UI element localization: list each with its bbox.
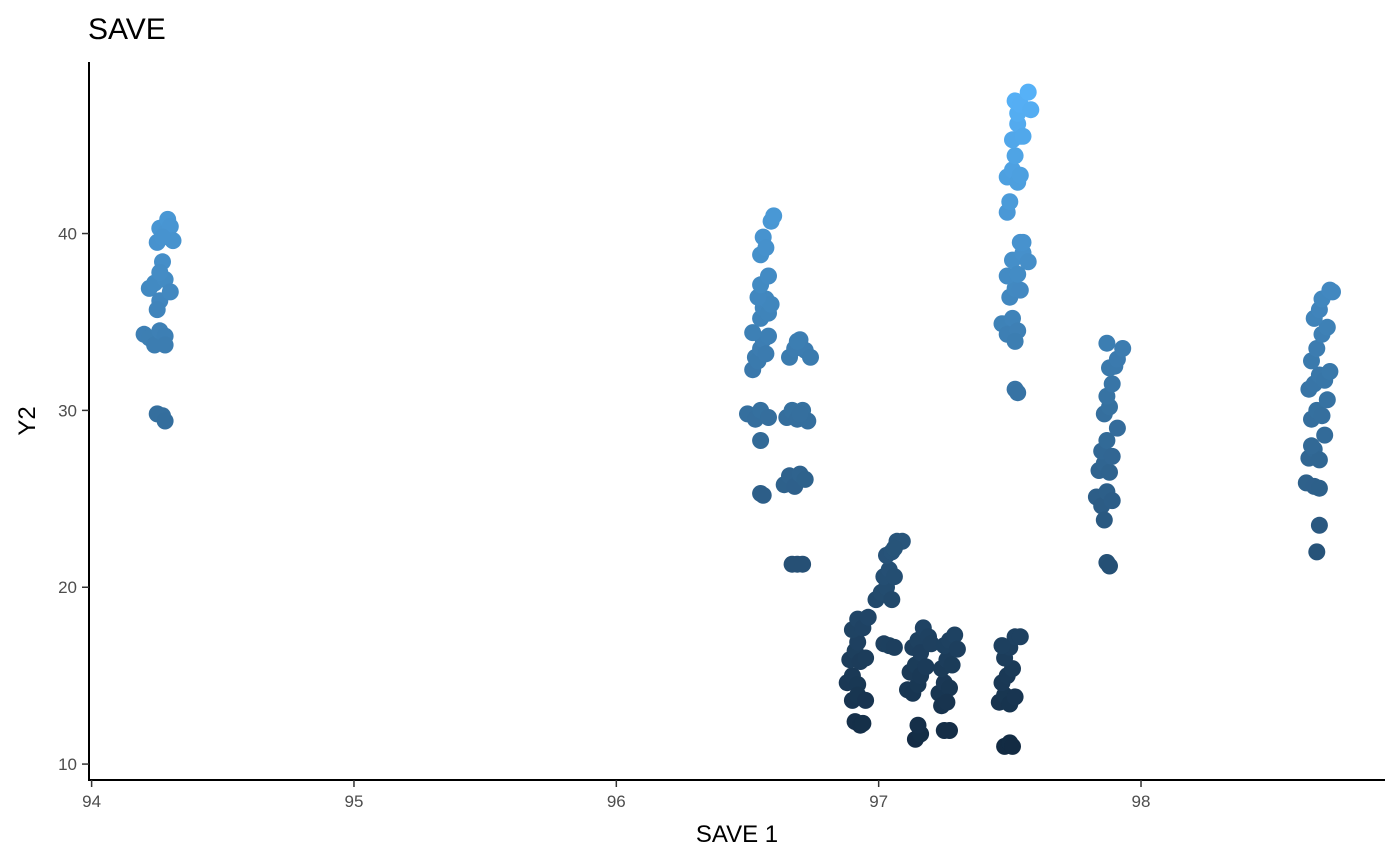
data-point — [760, 409, 777, 426]
data-point — [857, 691, 875, 709]
data-point — [1114, 340, 1132, 357]
data-point — [922, 635, 940, 653]
y-tick-label: 10 — [58, 755, 77, 774]
y-tick-label: 30 — [58, 401, 77, 420]
y-axis-ticks: 10 20 30 40 — [58, 225, 89, 774]
data-point — [156, 412, 174, 430]
x-axis-ticks: 94 95 96 97 98 — [82, 780, 1150, 811]
data-point — [1101, 557, 1118, 575]
x-tick-label: 98 — [1132, 792, 1151, 811]
x-axis-label: SAVE 1 — [696, 821, 778, 848]
y-tick-label: 40 — [58, 225, 77, 244]
data-point — [1006, 147, 1024, 165]
data-point — [794, 555, 812, 573]
y-tick-label: 20 — [58, 578, 77, 597]
data-point — [1009, 384, 1027, 402]
data-point — [1321, 363, 1339, 380]
data-point — [1103, 375, 1121, 393]
data-point — [909, 716, 927, 734]
data-point — [885, 568, 903, 586]
data-point — [760, 327, 777, 345]
data-point — [859, 608, 877, 626]
y-axis-label: Y2 — [14, 406, 41, 435]
data-point — [161, 283, 179, 301]
data-point — [1014, 127, 1032, 145]
data-point — [1098, 334, 1116, 352]
data-point — [1103, 447, 1121, 465]
data-point — [1006, 688, 1024, 706]
data-point — [1022, 101, 1040, 119]
data-point — [941, 722, 958, 739]
data-point — [1103, 492, 1121, 510]
data-point — [752, 432, 770, 449]
data-point — [1019, 83, 1037, 101]
data-point — [788, 332, 806, 350]
data-point — [757, 239, 775, 257]
data-point — [946, 626, 964, 644]
data-point — [1011, 281, 1029, 299]
data-point — [1318, 318, 1336, 336]
data-point — [760, 267, 777, 285]
data-point — [857, 649, 875, 667]
data-point — [1019, 253, 1037, 271]
data-point — [1310, 479, 1328, 497]
data-point — [1098, 432, 1116, 449]
data-point — [757, 345, 775, 363]
data-point — [744, 324, 762, 342]
data-point — [1316, 426, 1334, 444]
data-point — [1004, 737, 1021, 755]
data-point — [885, 638, 903, 656]
points-layer — [135, 83, 1341, 755]
data-point — [885, 539, 903, 557]
chart-title: SAVE — [88, 13, 166, 46]
data-point — [1313, 407, 1331, 425]
data-point — [1101, 463, 1118, 481]
data-point — [993, 637, 1011, 655]
data-point — [1308, 543, 1326, 561]
data-point — [883, 591, 901, 609]
data-point — [943, 656, 961, 674]
data-point — [1310, 451, 1328, 469]
data-point — [148, 301, 166, 319]
data-point — [154, 228, 171, 246]
data-point — [1006, 332, 1024, 350]
data-point — [802, 348, 819, 366]
data-point — [765, 207, 783, 225]
data-point — [1001, 193, 1019, 211]
data-point — [156, 336, 174, 354]
data-point — [917, 658, 935, 676]
data-point — [151, 263, 169, 281]
data-point — [754, 486, 772, 504]
data-point — [1310, 516, 1328, 534]
data-point — [791, 405, 809, 423]
data-point — [1108, 419, 1126, 437]
data-point — [1014, 233, 1032, 251]
data-point — [854, 714, 872, 732]
x-tick-label: 94 — [82, 792, 101, 811]
data-point — [1011, 628, 1029, 646]
data-point — [1095, 511, 1113, 529]
data-point — [1318, 391, 1336, 409]
data-point — [796, 470, 814, 488]
data-point — [1009, 265, 1027, 283]
x-tick-label: 96 — [607, 792, 626, 811]
data-point — [1324, 283, 1341, 301]
data-point — [938, 693, 956, 711]
data-point — [941, 679, 958, 697]
data-point — [948, 640, 966, 658]
data-point — [1303, 437, 1320, 455]
data-point — [1308, 340, 1326, 357]
x-tick-label: 97 — [869, 792, 888, 811]
x-tick-label: 95 — [345, 792, 364, 811]
data-point — [1011, 166, 1029, 184]
data-point — [762, 295, 780, 313]
